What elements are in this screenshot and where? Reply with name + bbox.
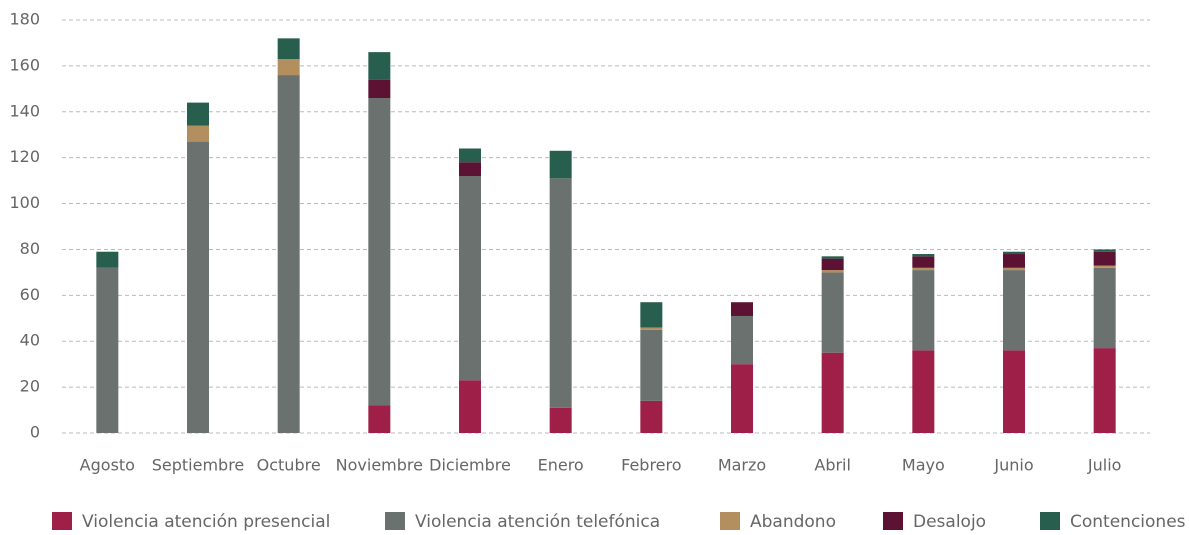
bar-segment [640, 329, 663, 401]
bar-segment [1093, 265, 1116, 268]
bar-segment [277, 38, 300, 60]
bar-segment [731, 315, 753, 365]
bar-segment [96, 251, 119, 268]
legend-label: Contenciones [1070, 512, 1186, 531]
bar-segment [459, 148, 481, 163]
bar-segment [277, 59, 300, 76]
bar-segment [1003, 267, 1025, 271]
bar-segment [821, 256, 844, 259]
bar-segment [912, 350, 935, 433]
x-tick-label: Enero [538, 456, 584, 475]
bar-segment [277, 75, 300, 434]
bar-segment [368, 98, 391, 406]
legend-label: Desalojo [913, 512, 986, 531]
bar-segment [549, 407, 572, 433]
y-tick-label: 20 [20, 377, 40, 396]
y-tick-label: 120 [9, 147, 40, 166]
bar-segment [912, 267, 935, 271]
bar-segment [187, 125, 209, 142]
bar-segment [821, 352, 844, 433]
bar-segment [549, 150, 572, 179]
x-tick-label: Julio [1087, 456, 1122, 475]
y-tick-label: 80 [20, 239, 40, 258]
x-tick-label: Abril [814, 456, 851, 475]
x-tick-label: Diciembre [429, 456, 511, 475]
legend-swatch [385, 512, 405, 530]
bar-segment [731, 364, 753, 433]
y-tick-label: 0 [30, 423, 40, 442]
bar-segment [1003, 251, 1025, 255]
legend-swatch [720, 512, 740, 530]
bar-segment [459, 162, 481, 177]
bar-segment [640, 302, 663, 328]
y-tick-label: 160 [9, 55, 40, 74]
legend-label: Abandono [750, 512, 836, 531]
y-tick-label: 100 [9, 193, 40, 212]
bar-segment [549, 178, 572, 408]
bar-segment [368, 52, 391, 80]
bar-segment [187, 102, 209, 126]
bar-segment [821, 270, 844, 273]
bar-segment [1093, 267, 1116, 349]
x-tick-label: Mayo [902, 456, 945, 475]
y-tick-label: 140 [9, 101, 40, 120]
bar-segment [821, 272, 844, 353]
bar-segment [1003, 350, 1025, 433]
x-tick-label: Agosto [80, 456, 135, 475]
x-tick-label: Febrero [621, 456, 681, 475]
bar-segment [459, 380, 481, 433]
x-tick-label: Junio [993, 456, 1033, 475]
bar-segment [1093, 249, 1116, 252]
bar-segment [1093, 348, 1116, 433]
x-tick-label: Septiembre [152, 456, 245, 475]
legend-label: Violencia atención presencial [82, 512, 330, 531]
bar-segment [1093, 251, 1116, 266]
bar-segment [640, 327, 663, 330]
x-tick-label: Marzo [718, 456, 766, 475]
bar-segment [821, 258, 844, 271]
bar-segment [1003, 254, 1025, 268]
legend-label: Violencia atención telefónica [415, 512, 660, 531]
bar-segment [368, 79, 391, 99]
bar-segment [187, 141, 209, 433]
bar-segment [459, 176, 481, 381]
bar-segment [731, 302, 753, 316]
bar-segment [1003, 270, 1025, 351]
bar-segment [912, 256, 935, 268]
bar-segment [912, 254, 935, 257]
y-tick-label: 60 [20, 285, 40, 304]
x-tick-label: Noviembre [336, 456, 423, 475]
bar-segment [96, 267, 119, 433]
bar-segment [640, 400, 663, 433]
bar-segment [368, 405, 391, 433]
y-tick-label: 180 [9, 10, 40, 29]
legend-swatch [52, 512, 72, 530]
legend-swatch [883, 512, 903, 530]
bar-segment [912, 270, 935, 351]
x-tick-label: Octubre [257, 456, 321, 475]
legend-swatch [1040, 512, 1060, 530]
y-tick-label: 40 [20, 331, 40, 350]
